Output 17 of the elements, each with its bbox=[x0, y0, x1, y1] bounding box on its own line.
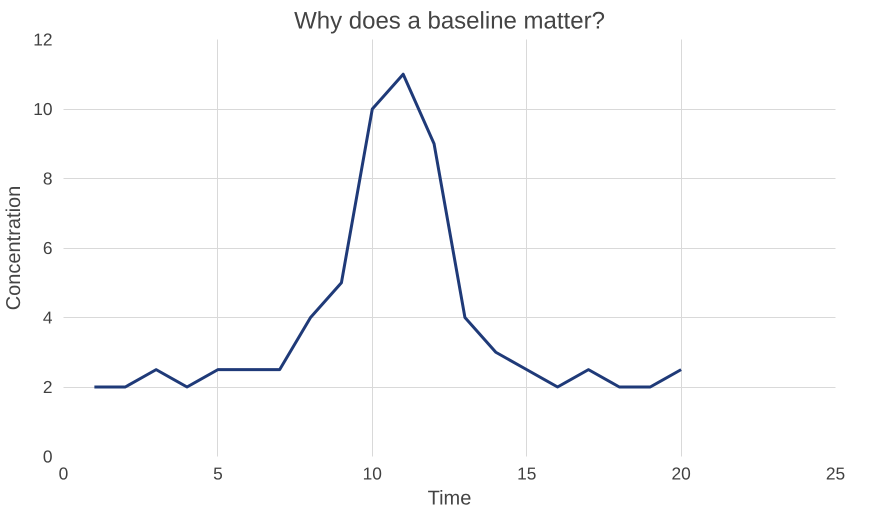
line-series bbox=[92, 72, 683, 388]
x-tick-label: 0 bbox=[58, 464, 68, 484]
y-axis-title: Concentration bbox=[3, 186, 26, 310]
x-tick-label: 5 bbox=[213, 464, 223, 484]
x-tick-label: 10 bbox=[362, 464, 382, 484]
y-tick-label: 0 bbox=[42, 446, 53, 466]
y-tick-label: 6 bbox=[42, 238, 53, 258]
x-tick-label: 25 bbox=[826, 464, 846, 484]
y-tick-label: 2 bbox=[42, 377, 53, 397]
x-tick-label: 15 bbox=[517, 464, 536, 484]
y-tick-label: 12 bbox=[33, 30, 53, 50]
chart-title: Why does a baseline matter? bbox=[294, 8, 605, 34]
x-tick-label: 20 bbox=[671, 464, 691, 484]
x-axis-title: Time bbox=[428, 488, 472, 510]
y-tick-label: 8 bbox=[42, 168, 53, 188]
y-tick-label: 10 bbox=[33, 99, 53, 119]
y-tick-label: 4 bbox=[42, 308, 53, 328]
